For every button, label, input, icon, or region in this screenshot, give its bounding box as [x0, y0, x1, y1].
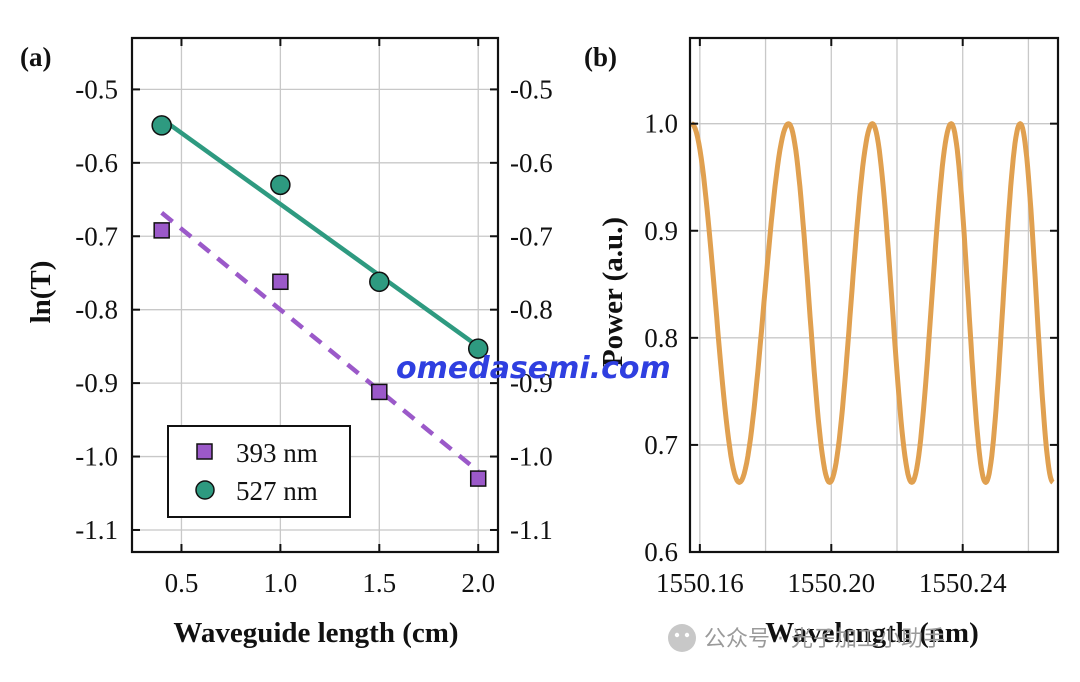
panel-a-xlabel: Waveguide length (cm)	[173, 617, 458, 649]
y-tick-label: 1.0	[644, 109, 678, 139]
panel-b-xlabel: Wavelength (nm)	[765, 617, 978, 649]
y-tick-label-left: -0.5	[75, 74, 118, 104]
y-tick-label-right: -0.7	[510, 221, 553, 251]
legend: 393 nm 527 nm	[167, 425, 351, 518]
y-tick-label: 0.6	[644, 537, 678, 567]
wechat-caption-text: 公众号 · 光子加工小助手	[704, 627, 945, 652]
panel-a-frame	[130, 36, 500, 554]
y-tick-label-right: -1.1	[510, 515, 553, 545]
panel-a-label: (a)	[20, 42, 51, 72]
wechat-caption: 公众号 · 光子加工小助手	[668, 624, 945, 652]
y-tick-label-left: -0.9	[75, 368, 118, 398]
point-393nm	[272, 273, 289, 291]
point-527nm	[467, 338, 489, 359]
y-tick-label-right: -1.0	[510, 442, 553, 472]
y-tick-label-left: -1.1	[75, 515, 118, 545]
x-tick-label: 1550.20	[787, 568, 875, 598]
point-393nm	[469, 470, 487, 487]
panel-a: (a) 0.5 1.0 1.5 2.0 -0.5 -0.5 -0.6 -0.6 -0.7 -0.7…	[20, 36, 553, 649]
point-527nm	[151, 115, 172, 136]
point-527nm	[369, 271, 390, 293]
panel-b-label: (b)	[584, 42, 617, 72]
legend-label-393: 393 nm	[236, 438, 318, 468]
panel-a-data-points	[151, 115, 489, 487]
fit-line-393-nm	[160, 211, 480, 473]
watermark-text: omedasemi.com	[396, 351, 671, 386]
point-393nm	[371, 383, 388, 401]
y-tick-label-left: -0.7	[75, 221, 118, 251]
x-tick-label: 1550.24	[919, 568, 1007, 598]
x-tick-label: 0.5	[165, 568, 199, 598]
wechat-icon	[668, 624, 696, 652]
y-tick-label-right: -0.8	[510, 295, 553, 325]
y-tick-label-left: -0.8	[75, 295, 118, 325]
panel-a-ylabel: ln(T)	[25, 261, 57, 324]
y-tick-label-left: -0.6	[75, 148, 118, 178]
legend-box	[167, 425, 351, 518]
panel-b-frame	[688, 36, 1060, 554]
y-tick-label-right: -0.6	[510, 148, 553, 178]
y-tick-label: 0.8	[644, 323, 678, 353]
panel-a-fit-lines	[160, 116, 480, 473]
panel-a-grid	[132, 38, 498, 552]
y-tick-label: 0.9	[644, 216, 678, 246]
x-tick-label: 1.5	[362, 568, 396, 598]
legend-square-marker	[196, 443, 213, 460]
panel-b-ticks: 1550.16 1550.20 1550.24 0.6 0.7 0.8 0.9 1.0	[644, 38, 1058, 598]
fit-line-527-nm	[160, 116, 480, 349]
x-tick-label: 1.0	[264, 568, 298, 598]
panel-b: (b) 1550.16 1550.20 1550.24 0.6 0.7 0.8 0.9 1.0…	[584, 36, 1060, 649]
x-tick-label: 2.0	[461, 568, 495, 598]
y-tick-label: 0.7	[644, 430, 678, 460]
y-tick-label-left: -1.0	[75, 442, 118, 472]
y-tick-label-right: -0.5	[510, 74, 553, 104]
panel-a-ticks: 0.5 1.0 1.5 2.0 -0.5 -0.5 -0.6 -0.6 -0.7 -0.7 -0.8…	[75, 38, 553, 598]
panel-b-ylabel: Power (a.u.)	[597, 217, 629, 367]
x-tick-label: 1550.16	[656, 568, 744, 598]
point-393nm	[153, 222, 170, 239]
power-curve	[690, 121, 1055, 485]
legend-circle-marker	[195, 480, 215, 500]
legend-label-527: 527 nm	[236, 476, 318, 506]
y-tick-label-right: -0.9	[510, 368, 553, 398]
point-527nm	[270, 174, 291, 196]
